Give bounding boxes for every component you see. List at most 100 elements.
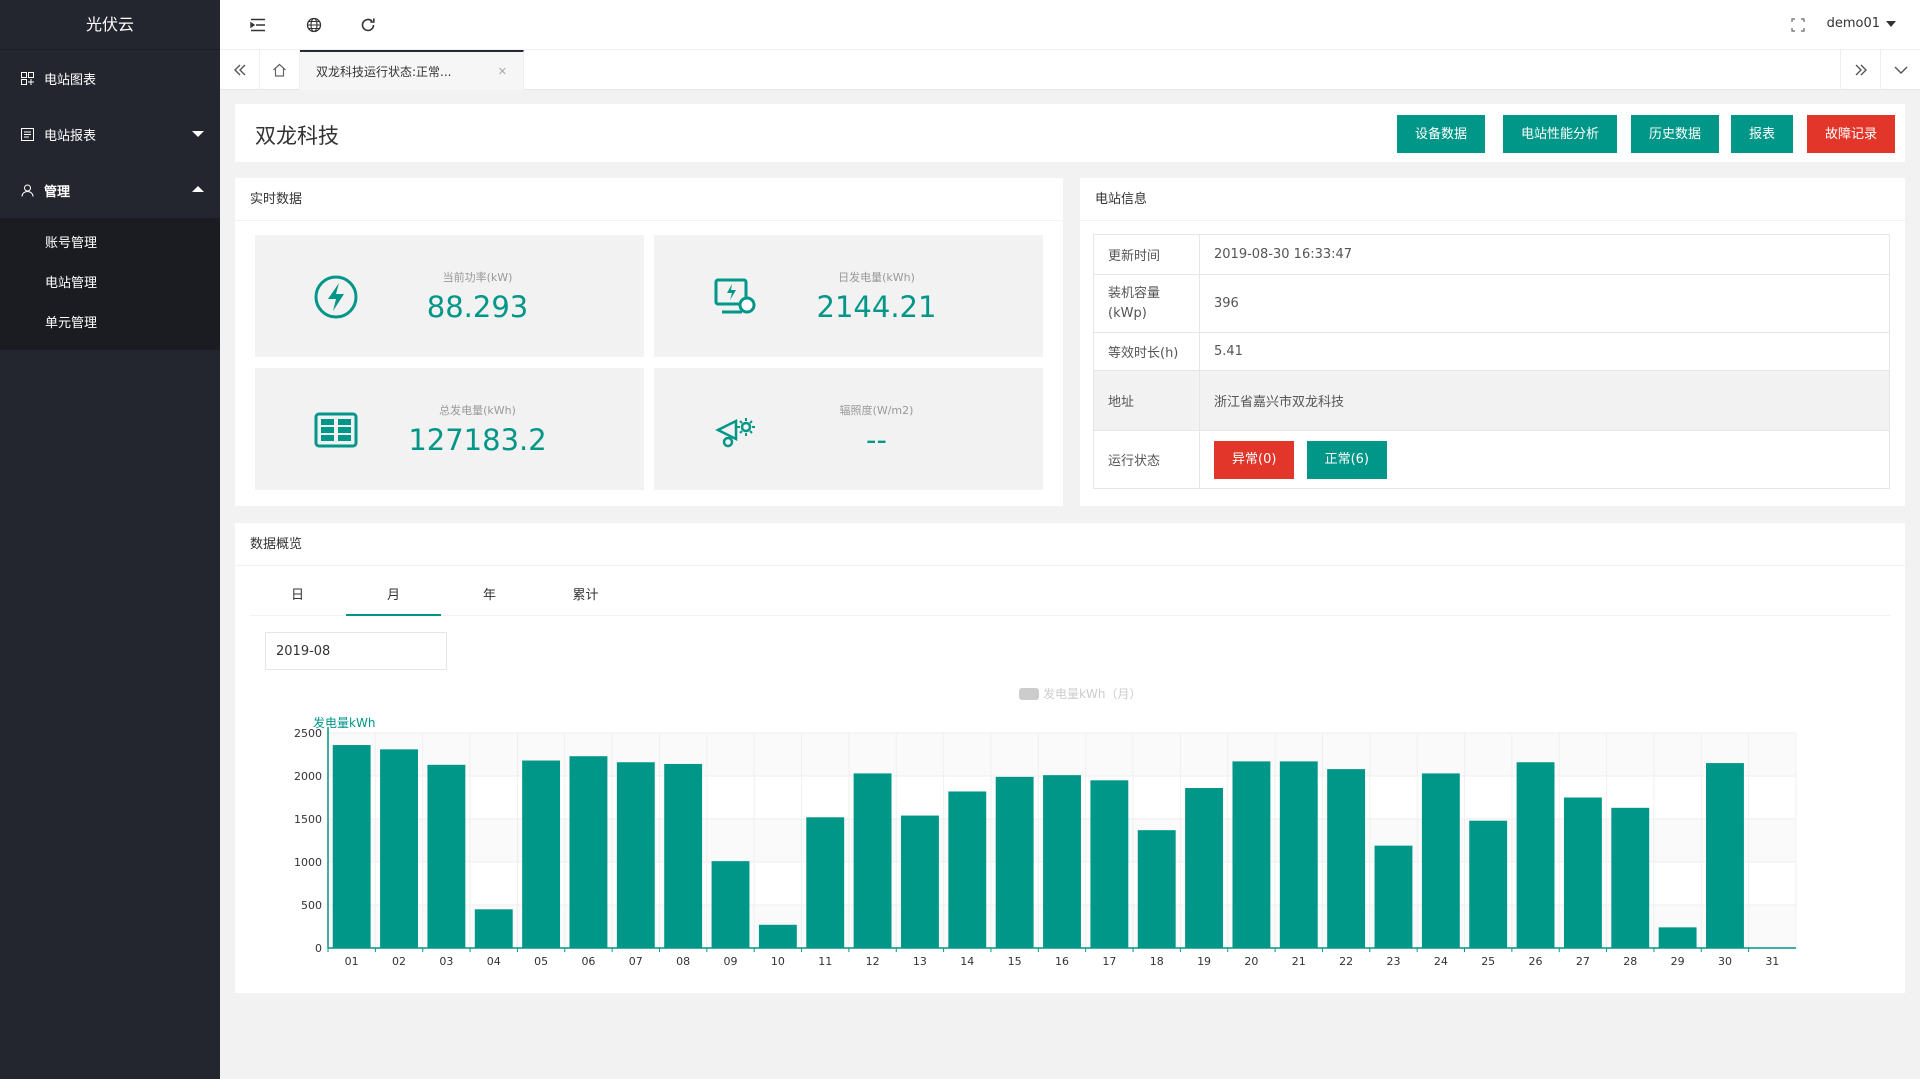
bar-22[interactable] xyxy=(1327,769,1366,948)
stat-value: 2144.21 xyxy=(816,290,937,324)
stat-label: 日发电量(kWh) xyxy=(838,271,915,284)
info-key: 等效时长(h) xyxy=(1093,332,1200,371)
status-normal-button[interactable]: 正常(6) xyxy=(1306,440,1387,479)
user-icon xyxy=(20,183,34,197)
x-tick-label: 31 xyxy=(1765,955,1779,968)
y-axis-label: 发电量kWh xyxy=(313,715,375,730)
bar-04[interactable] xyxy=(474,909,513,948)
sidebar-subitem-units[interactable]: 单元管理 xyxy=(45,316,98,331)
y-tick-label: 2500 xyxy=(294,727,322,740)
bar-20[interactable] xyxy=(1232,761,1271,948)
sidebar-subitem-stations[interactable]: 电站管理 xyxy=(45,276,98,291)
bar-07[interactable] xyxy=(616,762,655,948)
bar-12[interactable] xyxy=(853,773,892,948)
sidebar-item-station-reports[interactable]: 电站报表 xyxy=(0,106,220,162)
card-title: 电站信息 xyxy=(1080,178,1905,221)
dashboard-icon xyxy=(20,71,34,85)
tab-day[interactable]: 日 xyxy=(290,588,304,603)
bar-10[interactable] xyxy=(758,924,797,948)
info-value: 2019-08-30 16:33:47 xyxy=(1199,234,1890,275)
bar-11[interactable] xyxy=(806,817,845,948)
chart-legend: 发电量kWh（月） xyxy=(1019,686,1141,701)
tab-year[interactable]: 年 xyxy=(482,588,496,603)
energy-bar-chart: 发电量kWh（月） 发电量kWh 0 500 1000 1500 2000 2500 01… xyxy=(294,686,1797,968)
tab-month[interactable]: 月 xyxy=(346,576,441,616)
info-key: 装机容量 (kWp) xyxy=(1093,274,1200,333)
sidebar: 光伏云 电站图表 电站报表 管理 账号管理 电站管理 单元管理 xyxy=(0,0,220,1079)
bar-14[interactable] xyxy=(948,791,987,948)
menu-toggle-icon[interactable] xyxy=(248,15,268,35)
sidebar-subitem-accounts[interactable]: 账号管理 xyxy=(45,236,98,251)
bar-18[interactable] xyxy=(1137,830,1176,948)
bar-30[interactable] xyxy=(1706,763,1744,948)
bar-29[interactable] xyxy=(1658,927,1697,948)
sidebar-submenu: 账号管理 电站管理 单元管理 xyxy=(0,218,220,350)
bar-08[interactable] xyxy=(664,763,703,948)
bar-26[interactable] xyxy=(1516,762,1555,948)
sidebar-item-label: 管理 xyxy=(44,184,71,200)
station-info-card: 电站信息 更新时间 2019-08-30 16:33:47 装机容量 (kWp)… xyxy=(1080,178,1905,506)
fullscreen-icon[interactable] xyxy=(1788,15,1808,35)
stat-value: 88.293 xyxy=(426,290,529,324)
sidebar-item-label: 电站图表 xyxy=(44,72,97,88)
bar-13[interactable] xyxy=(900,815,939,948)
bar-27[interactable] xyxy=(1563,797,1602,949)
scroll-right-icon[interactable] xyxy=(1840,50,1880,90)
legend-swatch xyxy=(1019,688,1039,700)
x-tick-label: 25 xyxy=(1481,955,1495,968)
station-title-card: 双龙科技 设备数据 电站性能分析 历史数据 报表 故障记录 xyxy=(235,104,1905,162)
y-tick-label: 0 xyxy=(315,942,322,955)
realtime-data-card: 实时数据 当前功率(kW) 88.293 日发电量(kWh) 2144.21 总… xyxy=(235,178,1063,506)
refresh-icon[interactable] xyxy=(358,15,378,35)
bar-01[interactable] xyxy=(332,745,371,948)
sidebar-item-station-charts[interactable]: 电站图表 xyxy=(0,50,220,106)
scroll-left-icon[interactable] xyxy=(220,50,260,90)
table-row: 运行状态 异常(0) 正常(6) xyxy=(1093,430,1890,489)
bar-25[interactable] xyxy=(1469,820,1508,948)
status-abnormal-button[interactable]: 异常(0) xyxy=(1214,440,1295,479)
info-value: 浙江省嘉兴市双龙科技 xyxy=(1199,370,1890,431)
bar-09[interactable] xyxy=(711,861,750,948)
fault-log-button[interactable]: 故障记录 xyxy=(1806,115,1895,153)
x-tick-label: 04 xyxy=(487,955,501,968)
history-data-button[interactable]: 历史数据 xyxy=(1630,115,1719,153)
bar-23[interactable] xyxy=(1374,845,1413,948)
bar-05[interactable] xyxy=(522,760,561,948)
x-tick-label: 30 xyxy=(1718,955,1732,968)
grid-icon xyxy=(311,405,361,455)
bar-02[interactable] xyxy=(380,749,418,948)
x-tick-label: 02 xyxy=(392,955,406,968)
performance-analysis-button[interactable]: 电站性能分析 xyxy=(1502,115,1617,153)
report-button[interactable]: 报表 xyxy=(1730,115,1793,153)
bar-16[interactable] xyxy=(1043,775,1081,948)
month-picker-input[interactable] xyxy=(265,632,447,670)
lightning-icon xyxy=(311,272,361,322)
report-icon xyxy=(20,127,34,141)
close-icon[interactable]: ✕ xyxy=(497,64,507,78)
bar-03[interactable] xyxy=(427,764,466,948)
chevron-down-icon[interactable] xyxy=(1880,50,1920,90)
info-value: 396 xyxy=(1199,274,1890,333)
bar-24[interactable] xyxy=(1421,773,1460,948)
bar-17[interactable] xyxy=(1090,780,1129,948)
bar-21[interactable] xyxy=(1279,761,1318,948)
tab-label: 双龙科技运行状态:正常... xyxy=(316,64,452,79)
globe-icon[interactable] xyxy=(304,15,324,35)
tab-station-status[interactable]: 双龙科技运行状态:正常... ✕ xyxy=(300,50,524,90)
user-menu[interactable]: demo01 xyxy=(1827,16,1896,31)
sidebar-item-management[interactable]: 管理 xyxy=(0,162,220,218)
bar-19[interactable] xyxy=(1185,788,1224,948)
stat-irradiance: 辐照度(W/m2) -- xyxy=(654,368,1043,490)
x-tick-label: 13 xyxy=(913,955,927,968)
home-icon[interactable] xyxy=(260,50,300,90)
bar-06[interactable] xyxy=(569,756,608,948)
device-data-button[interactable]: 设备数据 xyxy=(1396,115,1485,153)
bar-15[interactable] xyxy=(995,776,1034,948)
tab-cumulative[interactable]: 累计 xyxy=(572,588,599,603)
tab-bar: 双龙科技运行状态:正常... ✕ xyxy=(220,50,1920,90)
x-tick-label: 26 xyxy=(1529,955,1543,968)
x-tick-label: 08 xyxy=(676,955,690,968)
stat-total-energy: 总发电量(kWh) 127183.2 xyxy=(255,368,644,490)
bar-28[interactable] xyxy=(1611,807,1650,948)
x-tick-label: 01 xyxy=(345,955,359,968)
